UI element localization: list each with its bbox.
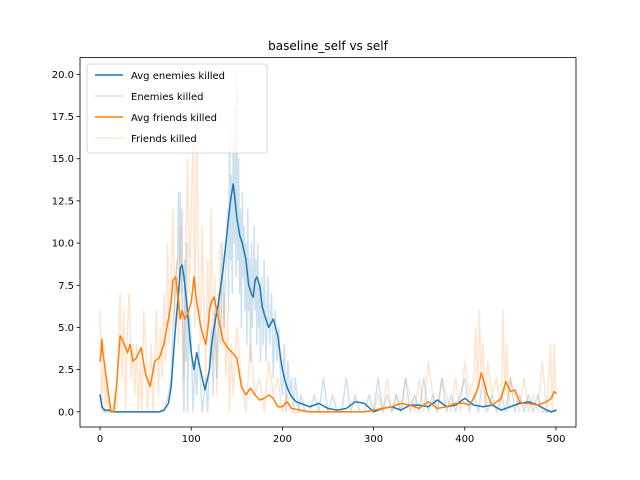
y-tick-label: 15.0 — [52, 154, 74, 165]
series-line-1 — [99, 183, 557, 413]
y-tick-label: 12.5 — [52, 196, 74, 207]
legend-label: Avg friends killed — [131, 113, 217, 124]
series-line-3 — [99, 276, 557, 413]
x-tick-label: 500 — [546, 434, 565, 445]
axes-layer: 0 100 200 300 400 500 0.0 2.5 5.0 7.5 10.0 12.5 15.0… — [52, 70, 566, 445]
x-tick-label: 400 — [455, 434, 474, 445]
x-tick-label: 300 — [364, 434, 383, 445]
legend-label: Friends killed — [131, 134, 197, 145]
legend-label: Enemies killed — [131, 92, 204, 103]
series-line-4 — [99, 107, 557, 413]
x-tick-label: 200 — [273, 434, 292, 445]
legend-box — [86, 63, 268, 154]
y-tick-label: 2.5 — [58, 365, 74, 376]
plot-frame — [79, 57, 577, 428]
y-tick-label: 5.0 — [58, 323, 74, 334]
y-tick-label: 10.0 — [52, 239, 74, 250]
y-tick-label: 7.5 — [58, 281, 74, 292]
y-tick-label: 20.0 — [52, 70, 74, 81]
chart-title: baseline_self vs self — [268, 39, 388, 53]
y-tick-label: 0.0 — [58, 407, 74, 418]
series-layer — [99, 73, 557, 413]
legend-label: Avg enemies killed — [131, 71, 225, 82]
x-tick-label: 100 — [182, 434, 201, 445]
legend: Avg enemies killed Enemies killed Avg frie… — [86, 63, 268, 154]
y-tick-label: 17.5 — [52, 112, 74, 123]
x-tick-label: 0 — [97, 434, 103, 445]
